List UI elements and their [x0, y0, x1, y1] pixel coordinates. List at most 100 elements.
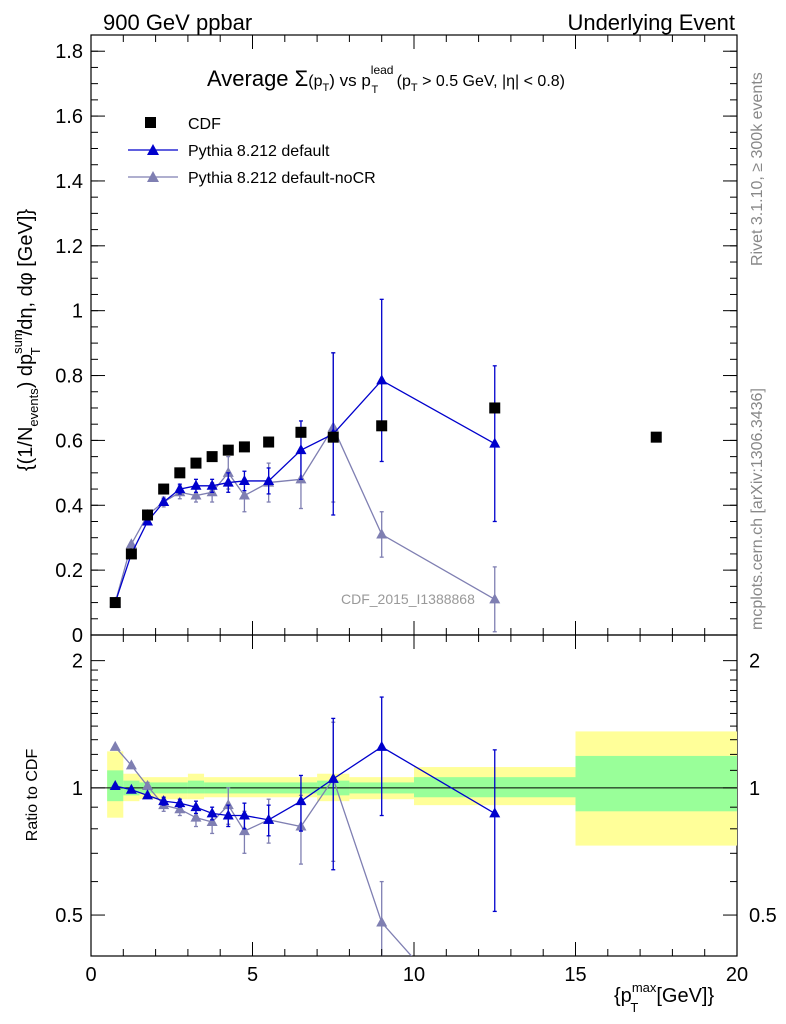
cdf-point [190, 457, 202, 469]
default-ratio-point [174, 797, 186, 808]
ratio-ytick-label-right: 0.5 [749, 905, 777, 927]
ratio-ytick-label: 2 [72, 651, 83, 673]
default-ratio-point [327, 772, 339, 783]
legend-marker-nocr [147, 171, 159, 182]
main-ytick-label: 1.2 [55, 236, 83, 258]
cdf-point [125, 548, 137, 560]
default-ratio-point [489, 807, 501, 818]
ratio-plot-group [91, 696, 737, 956]
default-main-point [174, 483, 186, 494]
main-ytick-label: 0 [72, 625, 83, 647]
default-main-point [206, 479, 218, 490]
default-ratio-point [206, 807, 218, 818]
ratio-ytick-label: 0.5 [55, 905, 83, 927]
default-main-point [376, 374, 388, 385]
default-ratio-point [295, 795, 307, 806]
main-ytick-label: 0.4 [55, 495, 83, 517]
default-main-point [263, 474, 275, 485]
analysis-watermark: CDF_2015_I1388868 [341, 591, 475, 607]
title-pt-sub: T [323, 82, 330, 94]
default-ratio-point [222, 809, 234, 820]
nocr-main-point [238, 489, 250, 500]
ratio-ylabel: Ratio to CDF [24, 749, 41, 842]
nocr-ratio-point [222, 799, 234, 810]
title-pt-open: (p [308, 73, 322, 90]
title-cut-rest: > 0.5 GeV, |η| < 0.8) [418, 73, 565, 90]
default-ratio-point [158, 795, 170, 806]
default-main-point [222, 476, 234, 487]
plot-title: Average Σ(pT) vs plead T (pT > 0.5 GeV, |… [207, 63, 565, 96]
default-ratio-point [376, 740, 388, 751]
nocr-main-point [222, 466, 234, 477]
nocr-main-point [125, 538, 137, 549]
cdf-point [174, 467, 186, 479]
nocr-ratio-point [125, 759, 137, 770]
default-ratio-point [142, 789, 154, 800]
cdf-point [376, 420, 388, 432]
main-ytick-label: 1.4 [55, 171, 83, 193]
ratio-ytick-label: 1 [72, 778, 83, 800]
cdf-point [206, 451, 218, 463]
title-lead-sub: T [371, 84, 378, 96]
xtick-label: 10 [403, 964, 425, 986]
cdf-point [263, 436, 275, 448]
default-ratio-point [109, 780, 121, 791]
title-prefix: Average [207, 66, 295, 91]
main-ytick-label: 0.6 [55, 430, 83, 452]
ratio-band-inner [187, 780, 205, 794]
cdf-point [109, 597, 121, 609]
default-main-line [114, 379, 496, 603]
xtick-label: 0 [85, 964, 96, 986]
legend: CDF Pythia 8.212 default Pythia 8.212 de… [128, 116, 376, 187]
nocr-ratio-point [109, 740, 121, 751]
title-cut-sub: T [411, 82, 418, 94]
cdf-point [295, 426, 307, 438]
cdf-point [650, 431, 662, 443]
title-cut-open: (p [392, 73, 411, 90]
default-main-point [295, 444, 307, 455]
nocr-ratio-point [174, 803, 186, 814]
xtick-label: 15 [564, 964, 586, 986]
ratio-ytick-label-right: 2 [749, 651, 760, 673]
header-left: 900 GeV ppbar [103, 10, 252, 35]
main-ytick-label: 1 [72, 301, 83, 323]
legend-marker-cdf [145, 117, 156, 128]
nocr-ratio-point [238, 825, 250, 836]
default-ratio-point [125, 783, 137, 794]
default-ratio-point [190, 801, 202, 812]
cdf-point [158, 483, 170, 495]
default-ratio-point [263, 813, 275, 824]
cdf-point [222, 444, 234, 456]
nocr-ratio-point [206, 816, 218, 827]
default-main-point [190, 479, 202, 490]
main-ytick-label: 1.6 [55, 106, 83, 128]
nocr-ratio-point [376, 916, 388, 927]
nocr-ratio-point [190, 811, 202, 822]
xtick-label: 20 [726, 964, 748, 986]
default-main-point [158, 496, 170, 507]
cdf-point [327, 431, 339, 443]
main-ytick-label: 1.8 [55, 41, 83, 63]
main-ylabel: {(1/Nevents) dpsum T/dη, dφ [GeV]} [10, 209, 43, 471]
title-lead-sup: lead [371, 63, 394, 77]
legend-marker-default [147, 144, 159, 155]
title-pt-close: ) vs p [329, 71, 371, 90]
cdf-point [489, 402, 501, 414]
plot-layer: 00.20.40.60.811.21.41.61.80.5 0.51 12 20 5 10… [55, 35, 777, 986]
default-main-point [238, 474, 250, 485]
title-sigma: Σ [295, 66, 309, 91]
default-main-point [489, 437, 501, 448]
nocr-ratio-point [142, 780, 154, 791]
nocr-main-point [376, 528, 388, 539]
legend-label-nocr: Pythia 8.212 default-noCR [188, 170, 376, 187]
legend-label-cdf: CDF [188, 116, 221, 133]
xtick-label: 5 [247, 964, 258, 986]
nocr-main-point [489, 593, 501, 604]
legend-label-default: Pythia 8.212 default [188, 143, 330, 160]
main-plot-group [109, 298, 662, 633]
rivet-label: Rivet 3.1.10, ≥ 300k events [749, 72, 766, 266]
main-ytick-label: 0.8 [55, 366, 83, 388]
xlabel: {pmax T[GeV]} [614, 980, 714, 1015]
ratio-ytick-label-right: 1 [749, 778, 760, 800]
